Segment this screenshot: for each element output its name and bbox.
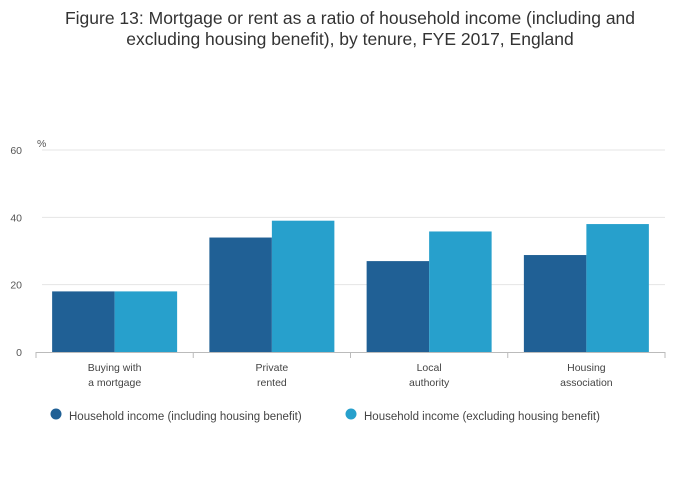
- category-label: a mortgage: [88, 377, 141, 389]
- chart-title: Figure 13: Mortgage or rent as a ratio o…: [0, 8, 700, 50]
- chart-title-line-2: excluding housing benefit), by tenure, F…: [126, 29, 574, 49]
- bars: [52, 220, 649, 352]
- y-tick-label: 40: [10, 212, 22, 224]
- y-axis-unit-label: %: [37, 138, 46, 150]
- legend-label[interactable]: Household income (excluding housing bene…: [364, 411, 600, 423]
- bar[interactable]: [52, 291, 115, 352]
- bar[interactable]: [271, 220, 335, 352]
- category-label: Private: [256, 362, 289, 374]
- bar[interactable]: [209, 237, 272, 352]
- x-axis: Buying with a mortgage Private rented Local a…: [35, 352, 666, 389]
- category-label: authority: [409, 377, 450, 389]
- category-label: Buying with: [88, 362, 142, 374]
- chart-title-line-1: Figure 13: Mortgage or rent as a ratio o…: [64, 8, 636, 28]
- y-tick-label: 60: [10, 145, 22, 157]
- bar[interactable]: [366, 261, 430, 352]
- bar[interactable]: [429, 231, 492, 352]
- category-label: rented: [257, 377, 287, 389]
- y-tick-label: 0: [16, 347, 22, 359]
- legend-marker[interactable]: [345, 408, 357, 420]
- category-label: association: [560, 377, 613, 389]
- category-label: Housing: [567, 362, 606, 374]
- bar[interactable]: [114, 291, 178, 352]
- legend-label[interactable]: Household income (including housing bene…: [69, 411, 302, 423]
- bar[interactable]: [523, 255, 587, 352]
- legend: Household income (including housing bene…: [50, 408, 600, 423]
- y-axis-ticks: 0 20 40 60: [10, 145, 22, 359]
- y-tick-label: 20: [10, 280, 22, 292]
- category-label: Local: [417, 362, 442, 374]
- bar[interactable]: [586, 224, 649, 352]
- legend-marker[interactable]: [50, 408, 62, 420]
